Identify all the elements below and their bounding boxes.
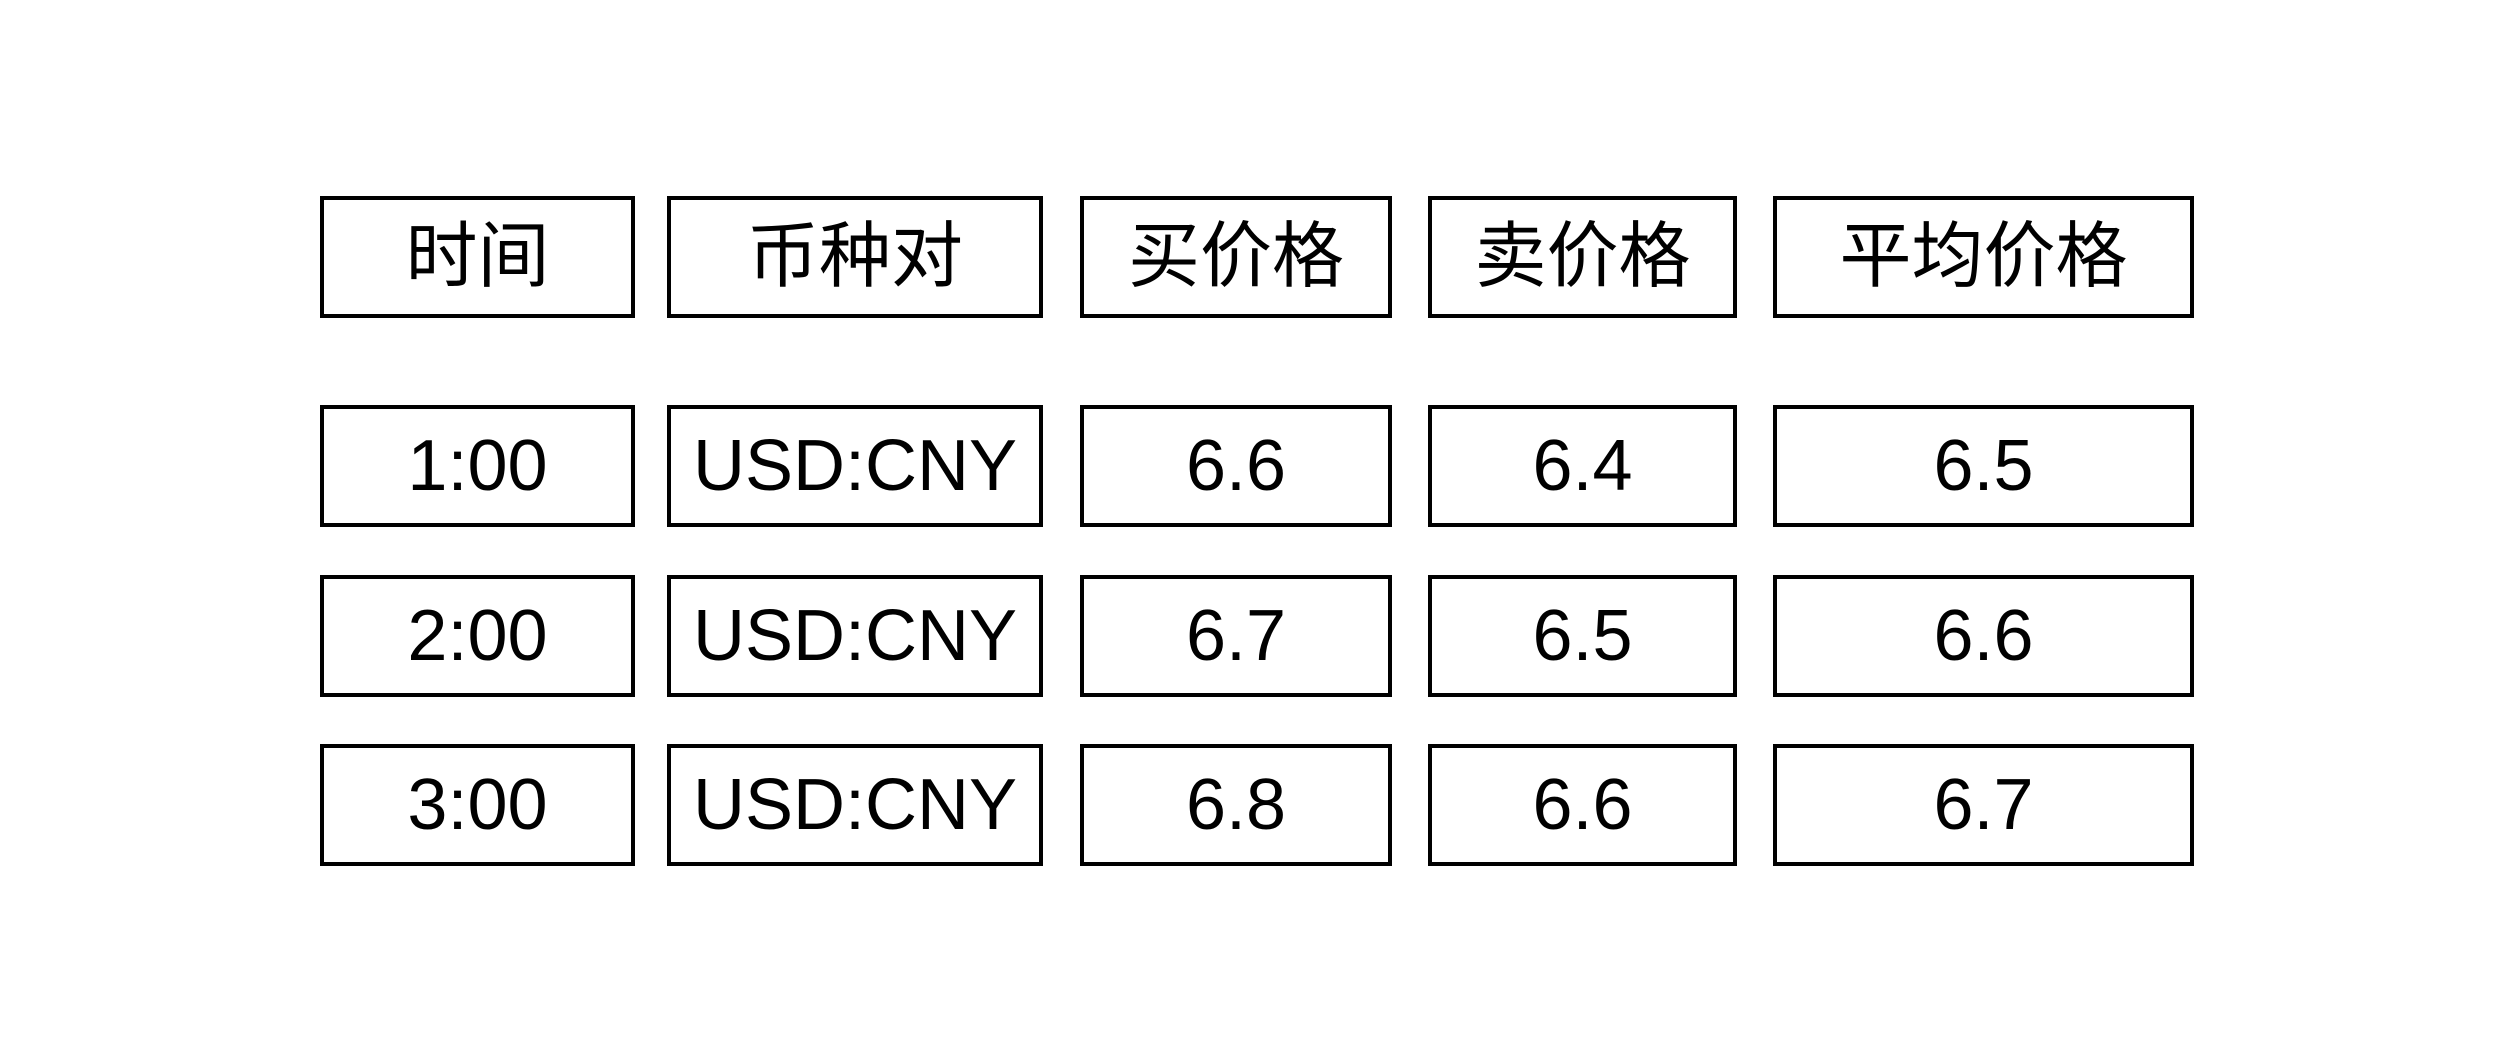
cell-row1-avg-price: 6.5 xyxy=(1773,405,2194,527)
header-cell-pair: 币种对 xyxy=(667,196,1043,318)
cell-row1-time: 1:00 xyxy=(320,405,635,527)
cell-row3-sell-price: 6.6 xyxy=(1428,744,1737,866)
header-cell-sell-price: 卖价格 xyxy=(1428,196,1737,318)
cell-row3-avg-price: 6.7 xyxy=(1773,744,2194,866)
cell-row1-pair: USD:CNY xyxy=(667,405,1043,527)
cell-row2-pair: USD:CNY xyxy=(667,575,1043,697)
cell-row2-sell-price: 6.5 xyxy=(1428,575,1737,697)
cell-row1-buy-price: 6.6 xyxy=(1080,405,1392,527)
cell-row3-pair: USD:CNY xyxy=(667,744,1043,866)
cell-row2-buy-price: 6.7 xyxy=(1080,575,1392,697)
cell-row3-time: 3:00 xyxy=(320,744,635,866)
header-cell-buy-price: 买价格 xyxy=(1080,196,1392,318)
header-cell-time: 时间 xyxy=(320,196,635,318)
cell-row2-time: 2:00 xyxy=(320,575,635,697)
cell-row2-avg-price: 6.6 xyxy=(1773,575,2194,697)
cell-row3-buy-price: 6.8 xyxy=(1080,744,1392,866)
header-cell-avg-price: 平均价格 xyxy=(1773,196,2194,318)
cell-row1-sell-price: 6.4 xyxy=(1428,405,1737,527)
